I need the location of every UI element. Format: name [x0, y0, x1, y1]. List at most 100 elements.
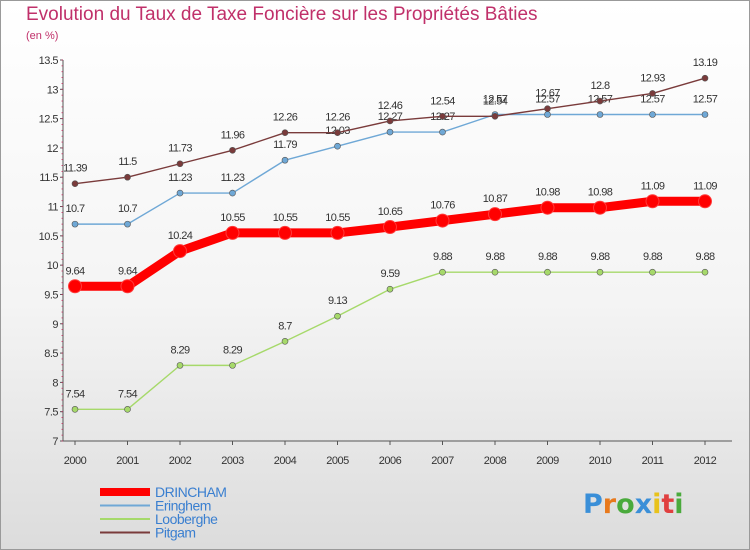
series-looberghe: 7.54 7.54 8.29 8.29 8.7 9.13 9.59 9.88 9.88 9.88 9… [65, 251, 716, 413]
legend-label: Eringhem [155, 498, 211, 514]
data-point [225, 225, 240, 240]
logo-letter: x [634, 489, 653, 520]
data-point [439, 268, 446, 276]
data-label: 12.26 [325, 112, 350, 124]
data-label: 12.26 [273, 112, 298, 124]
data-point [701, 111, 709, 118]
data-label: 12.67 [535, 88, 560, 100]
data-label: 11.39 [63, 163, 87, 175]
data-point [439, 112, 446, 120]
data-label: 10.76 [430, 200, 455, 212]
data-label: 10.87 [483, 193, 508, 205]
axes: 7 7.5 8 8.5 9 9.5 10 10.5 11 11.5 12 12.5 13 13.5 2000… [39, 55, 732, 467]
data-point [540, 200, 555, 215]
data-point [68, 279, 82, 294]
y-tick-label: 9 [52, 319, 58, 331]
data-point [649, 90, 656, 97]
x-tick-label: 2008 [484, 455, 507, 467]
x-tick-label: 2012 [694, 455, 717, 467]
x-tick-label: 2000 [64, 455, 87, 467]
x-tick-label: 2009 [536, 455, 559, 467]
data-point [596, 97, 604, 105]
data-point [544, 111, 551, 118]
data-label: 12.57 [693, 94, 718, 106]
series-eringhem: 10.710.711.2311.2311.7912.0312.2712.2712… [65, 94, 718, 228]
data-label: 10.98 [535, 187, 560, 199]
y-tick-label: 7.5 [44, 407, 58, 419]
data-point [229, 146, 236, 154]
data-label: 11.5 [118, 156, 137, 168]
data-label: 12.54 [430, 95, 455, 107]
y-tick-label: 13 [47, 84, 59, 96]
data-point [491, 112, 499, 120]
legend-item-looberghe: Looberghe [100, 511, 219, 527]
y-tick-label: 11 [48, 202, 59, 214]
data-label: 10.65 [378, 206, 403, 218]
series-drincham: 9.64 9.64 10.24 10.55 10.55 10.55 10.65 10.76 10… [65, 180, 718, 294]
y-tick-label: 8.5 [44, 348, 58, 360]
legend-item-eringhem: Eringhem [100, 498, 211, 514]
data-point [176, 189, 184, 197]
data-label: 12.93 [640, 72, 665, 84]
data-point [439, 128, 446, 136]
data-point [596, 268, 604, 276]
data-label: 11.79 [273, 139, 297, 151]
data-point [281, 338, 289, 345]
logo-letter: r [602, 489, 617, 520]
data-label: 9.88 [538, 251, 557, 263]
data-point [124, 406, 131, 413]
data-point [596, 111, 604, 118]
data-point [334, 129, 341, 136]
data-point [176, 362, 184, 369]
x-tick-label: 2002 [169, 455, 192, 467]
data-point [383, 220, 397, 235]
data-label: 10.98 [588, 187, 613, 199]
data-point [173, 244, 187, 259]
data-point [435, 213, 450, 228]
y-tick-label: 7 [52, 436, 58, 448]
data-label: 11.96 [221, 129, 245, 141]
data-label: 10.55 [273, 212, 298, 224]
data-point [544, 268, 551, 276]
logo-letter: i [674, 489, 684, 520]
data-label: 11.23 [221, 172, 245, 184]
data-label: 10.24 [168, 230, 193, 242]
data-point [330, 225, 345, 240]
data-label: 9.88 [433, 251, 452, 263]
data-point [701, 74, 709, 82]
data-label: 11.73 [168, 143, 192, 155]
data-label: 9.88 [695, 251, 714, 263]
y-tick-label: 12 [47, 143, 59, 155]
data-point [488, 207, 502, 222]
data-label: 12.54 [483, 95, 508, 107]
data-point [278, 225, 292, 240]
data-label: 9.13 [328, 295, 347, 307]
series-pitgam: 11.39 11.5 11.73 11.96 12.26 12.26 12.46 12.54 1… [63, 57, 718, 187]
data-label: 10.7 [65, 203, 84, 215]
data-point [649, 111, 656, 118]
data-point [334, 142, 341, 150]
y-tick-label: 10 [47, 260, 59, 272]
data-point [645, 194, 660, 209]
logo-letter: o [616, 489, 635, 520]
data-label: 10.55 [220, 212, 245, 224]
series-layer: 10.710.711.2311.2311.7912.0312.2712.2712… [63, 57, 718, 413]
data-label: 12.46 [378, 100, 403, 112]
data-label: 9.64 [118, 265, 137, 277]
logo-letter: P [583, 489, 603, 520]
x-tick-label: 2007 [431, 455, 454, 467]
data-label: 8.29 [170, 344, 189, 356]
data-label: 9.59 [380, 268, 399, 280]
y-tick-label: 12.5 [39, 114, 59, 126]
chart-title: Evolution du Taux de Taxe Foncière sur l… [26, 4, 538, 25]
y-tick-label: 13.5 [39, 55, 59, 67]
x-tick-label: 2010 [589, 455, 612, 467]
data-point [544, 105, 551, 112]
data-point [491, 268, 499, 276]
legend-item-pitgam: Pitgam [100, 525, 196, 541]
data-label: 7.54 [118, 388, 137, 400]
x-tick-label: 2004 [274, 455, 297, 467]
x-tick-label: 2005 [326, 455, 349, 467]
